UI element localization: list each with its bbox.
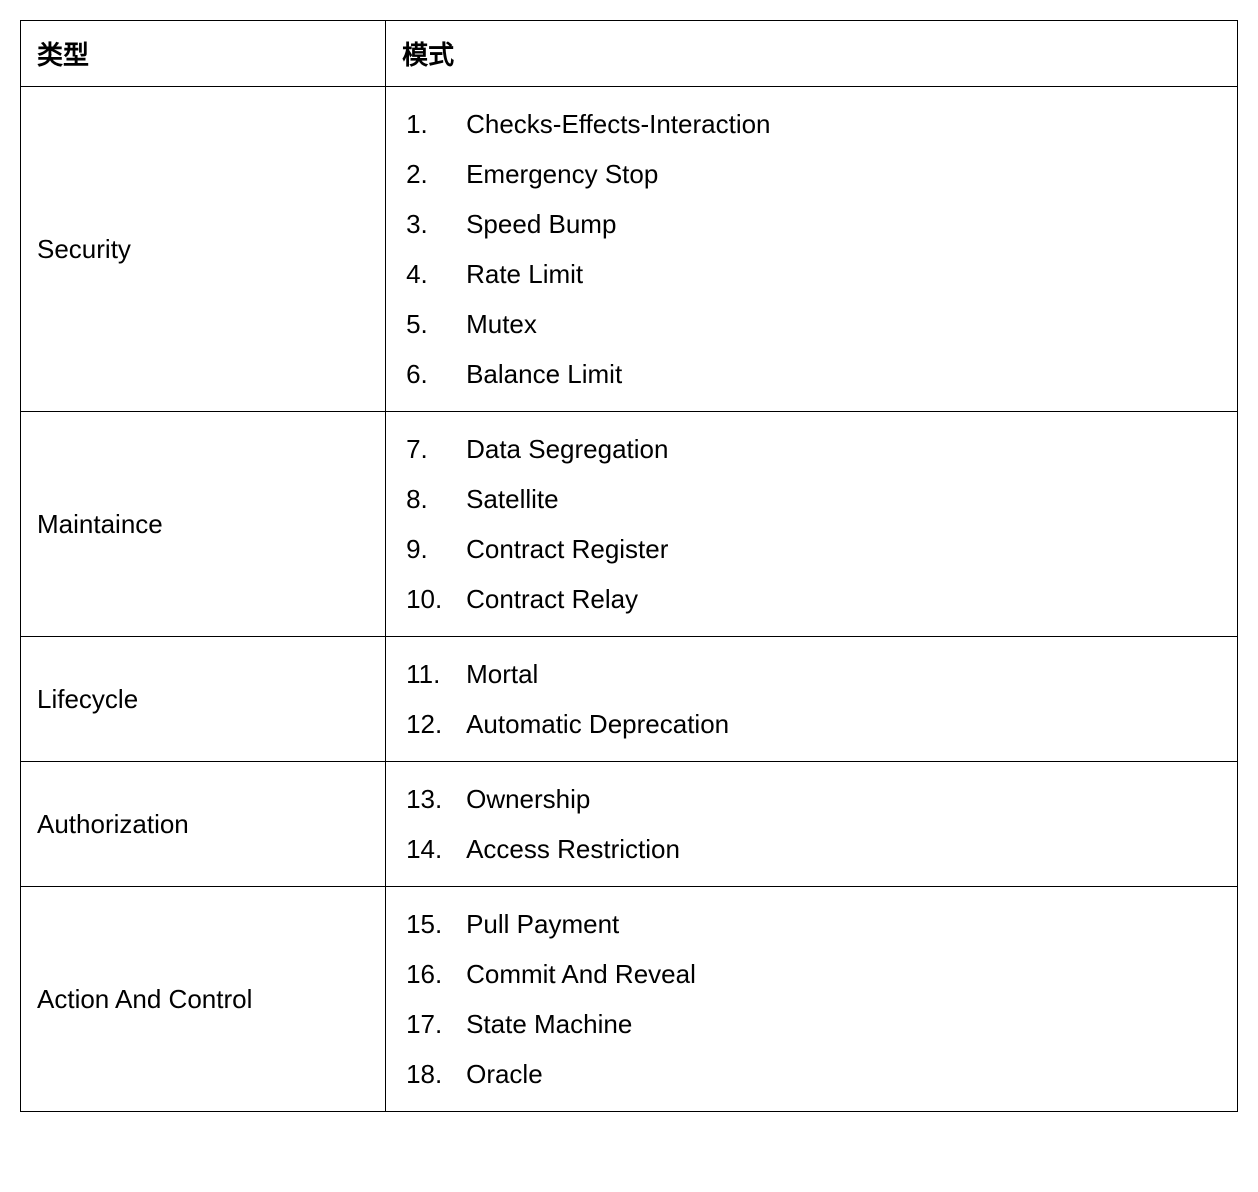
list-item: 12.Automatic Deprecation <box>402 699 1221 749</box>
patterns-cell: 13.Ownership 14.Access Restriction <box>386 762 1238 887</box>
item-number: 15. <box>402 911 464 937</box>
item-number: 16. <box>402 961 464 987</box>
category-cell: Lifecycle <box>21 637 386 762</box>
item-number: 10. <box>402 586 464 612</box>
list-item: 10.Contract Relay <box>402 574 1221 624</box>
list-item: 14.Access Restriction <box>402 824 1221 874</box>
item-label: Commit And Reveal <box>464 961 696 987</box>
category-cell: Maintaince <box>21 412 386 637</box>
patterns-cell: 1.Checks-Effects-Interaction 2.Emergency… <box>386 87 1238 412</box>
list-item: 4.Rate Limit <box>402 249 1221 299</box>
patterns-table: 类型 模式 Security 1.Checks-Effects-Interact… <box>20 20 1238 1112</box>
item-label: Speed Bump <box>464 211 616 237</box>
item-label: Access Restriction <box>464 836 680 862</box>
list-item: 18.Oracle <box>402 1049 1221 1099</box>
list-item: 17.State Machine <box>402 999 1221 1049</box>
list-item: 9.Contract Register <box>402 524 1221 574</box>
list-item: 1.Checks-Effects-Interaction <box>402 99 1221 149</box>
item-number: 18. <box>402 1061 464 1087</box>
patterns-cell: 11.Mortal 12.Automatic Deprecation <box>386 637 1238 762</box>
col-header-pattern: 模式 <box>386 21 1238 87</box>
item-label: Mortal <box>464 661 538 687</box>
list-item: 3.Speed Bump <box>402 199 1221 249</box>
item-label: Checks-Effects-Interaction <box>464 111 770 137</box>
item-number: 11. <box>402 661 464 687</box>
category-cell: Action And Control <box>21 887 386 1112</box>
item-label: State Machine <box>464 1011 632 1037</box>
item-number: 8. <box>402 486 464 512</box>
category-cell: Authorization <box>21 762 386 887</box>
item-number: 4. <box>402 261 464 287</box>
list-item: 16.Commit And Reveal <box>402 949 1221 999</box>
item-label: Automatic Deprecation <box>464 711 729 737</box>
list-item: 8.Satellite <box>402 474 1221 524</box>
item-label: Oracle <box>464 1061 543 1087</box>
list-item: 7.Data Segregation <box>402 424 1221 474</box>
item-number: 6. <box>402 361 464 387</box>
item-label: Ownership <box>464 786 590 812</box>
item-label: Data Segregation <box>464 436 668 462</box>
table-header-row: 类型 模式 <box>21 21 1238 87</box>
patterns-cell: 15.Pull Payment 16.Commit And Reveal 17.… <box>386 887 1238 1112</box>
table-row: Security 1.Checks-Effects-Interaction 2.… <box>21 87 1238 412</box>
table-row: Action And Control 15.Pull Payment 16.Co… <box>21 887 1238 1112</box>
item-number: 2. <box>402 161 464 187</box>
col-header-type: 类型 <box>21 21 386 87</box>
item-label: Mutex <box>464 311 537 337</box>
item-number: 1. <box>402 111 464 137</box>
item-label: Emergency Stop <box>464 161 658 187</box>
item-number: 5. <box>402 311 464 337</box>
item-label: Rate Limit <box>464 261 583 287</box>
item-number: 7. <box>402 436 464 462</box>
table-row: Lifecycle 11.Mortal 12.Automatic Depreca… <box>21 637 1238 762</box>
item-label: Pull Payment <box>464 911 619 937</box>
item-number: 14. <box>402 836 464 862</box>
list-item: 5.Mutex <box>402 299 1221 349</box>
item-number: 3. <box>402 211 464 237</box>
item-number: 12. <box>402 711 464 737</box>
list-item: 13.Ownership <box>402 774 1221 824</box>
list-item: 15.Pull Payment <box>402 899 1221 949</box>
list-item: 6.Balance Limit <box>402 349 1221 399</box>
item-label: Balance Limit <box>464 361 622 387</box>
item-number: 13. <box>402 786 464 812</box>
table-row: Maintaince 7.Data Segregation 8.Satellit… <box>21 412 1238 637</box>
list-item: 11.Mortal <box>402 649 1221 699</box>
list-item: 2.Emergency Stop <box>402 149 1221 199</box>
item-label: Contract Relay <box>464 586 638 612</box>
category-cell: Security <box>21 87 386 412</box>
item-label: Contract Register <box>464 536 668 562</box>
item-number: 17. <box>402 1011 464 1037</box>
table-row: Authorization 13.Ownership 14.Access Res… <box>21 762 1238 887</box>
patterns-cell: 7.Data Segregation 8.Satellite 9.Contrac… <box>386 412 1238 637</box>
item-number: 9. <box>402 536 464 562</box>
item-label: Satellite <box>464 486 559 512</box>
